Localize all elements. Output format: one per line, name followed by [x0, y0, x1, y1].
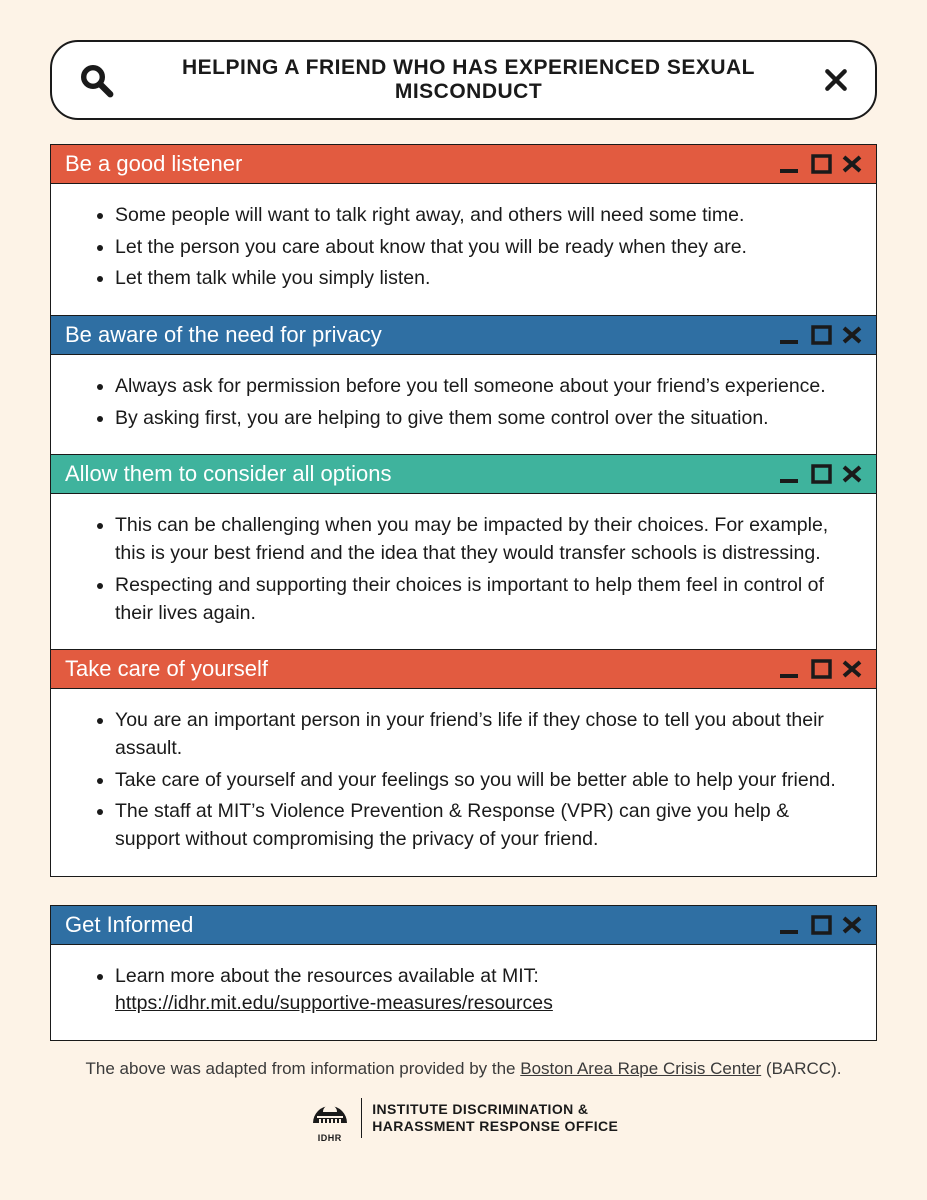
panel-header-listener: Be a good listener [51, 145, 876, 184]
panel-listener: Be a good listener Some people will want… [51, 145, 876, 315]
list-item: By asking first, you are helping to give… [115, 405, 856, 433]
info-panel-group: Get Informed Learn more about the resour… [50, 905, 877, 1041]
minimize-icon[interactable] [778, 463, 804, 485]
list-item: Learn more about the resources available… [115, 963, 856, 1018]
close-icon[interactable] [840, 324, 864, 346]
list-item: Let them talk while you simply listen. [115, 265, 856, 293]
maximize-icon[interactable] [810, 153, 834, 175]
list-item: Take care of yourself and your feelings … [115, 767, 856, 795]
list-item: This can be challenging when you may be … [115, 512, 856, 567]
list-item: The staff at MIT’s Violence Prevention &… [115, 798, 856, 853]
list-item: Let the person you care about know that … [115, 234, 856, 262]
maximize-icon[interactable] [810, 324, 834, 346]
panel-body-options: This can be challenging when you may be … [51, 494, 876, 649]
panel-header-options: Allow them to consider all options [51, 454, 876, 494]
panel-title: Be a good listener [65, 151, 778, 177]
list-item: You are an important person in your frie… [115, 707, 856, 762]
close-icon[interactable] [840, 914, 864, 936]
attribution-prefix: The above was adapted from information p… [86, 1059, 521, 1078]
maximize-icon[interactable] [810, 658, 834, 680]
main-panel-group: Be a good listener Some people will want… [50, 144, 877, 877]
minimize-icon[interactable] [778, 324, 804, 346]
window-controls [778, 324, 864, 346]
window-controls [778, 658, 864, 680]
footer-org-name: INSTITUTE DISCRIMINATION & HARASSMENT RE… [372, 1101, 618, 1136]
page-title: HELPING A FRIEND WHO HAS EXPERIENCED SEX… [114, 56, 823, 104]
panel-body-selfcare: You are an important person in your frie… [51, 689, 876, 875]
panel-header-informed: Get Informed [51, 906, 876, 945]
panel-body-informed: Learn more about the resources available… [51, 945, 876, 1040]
attribution-suffix: (BARCC). [761, 1059, 841, 1078]
minimize-icon[interactable] [778, 658, 804, 680]
maximize-icon[interactable] [810, 914, 834, 936]
footer-org-line1: INSTITUTE DISCRIMINATION & [372, 1101, 618, 1119]
close-icon[interactable] [840, 153, 864, 175]
footer-logo: IDHR INSTITUTE DISCRIMINATION & HARASSME… [50, 1093, 877, 1143]
attribution-text: The above was adapted from information p… [50, 1059, 877, 1079]
footer-divider [361, 1098, 363, 1138]
close-icon[interactable] [840, 463, 864, 485]
list-item: Always ask for permission before you tel… [115, 373, 856, 401]
minimize-icon[interactable] [778, 153, 804, 175]
panel-title: Get Informed [65, 912, 778, 938]
panel-privacy: Be aware of the need for privacy Always … [51, 315, 876, 454]
panel-title: Take care of yourself [65, 656, 778, 682]
magnifier-icon [78, 62, 114, 98]
resources-link[interactable]: https://idhr.mit.edu/supportive-measures… [115, 992, 553, 1014]
panel-title: Be aware of the need for privacy [65, 322, 778, 348]
panel-header-selfcare: Take care of yourself [51, 649, 876, 689]
panel-body-privacy: Always ask for permission before you tel… [51, 355, 876, 454]
panel-selfcare: Take care of yourself You are an importa… [51, 649, 876, 875]
minimize-icon[interactable] [778, 914, 804, 936]
list-item: Respecting and supporting their choices … [115, 572, 856, 627]
window-controls [778, 914, 864, 936]
maximize-icon[interactable] [810, 463, 834, 485]
close-icon[interactable] [840, 658, 864, 680]
panel-body-listener: Some people will want to talk right away… [51, 184, 876, 315]
list-item: Some people will want to talk right away… [115, 202, 856, 230]
idhr-logo: IDHR [309, 1093, 351, 1143]
footer-org-line2: HARASSMENT RESPONSE OFFICE [372, 1118, 618, 1136]
window-controls [778, 463, 864, 485]
title-search-bar: HELPING A FRIEND WHO HAS EXPERIENCED SEX… [50, 40, 877, 120]
attribution-link[interactable]: Boston Area Rape Crisis Center [520, 1059, 761, 1078]
panel-title: Allow them to consider all options [65, 461, 778, 487]
panel-options: Allow them to consider all options This … [51, 454, 876, 649]
window-controls [778, 153, 864, 175]
panel-header-privacy: Be aware of the need for privacy [51, 315, 876, 355]
panel-informed: Get Informed Learn more about the resour… [51, 906, 876, 1040]
close-icon[interactable] [823, 67, 849, 93]
